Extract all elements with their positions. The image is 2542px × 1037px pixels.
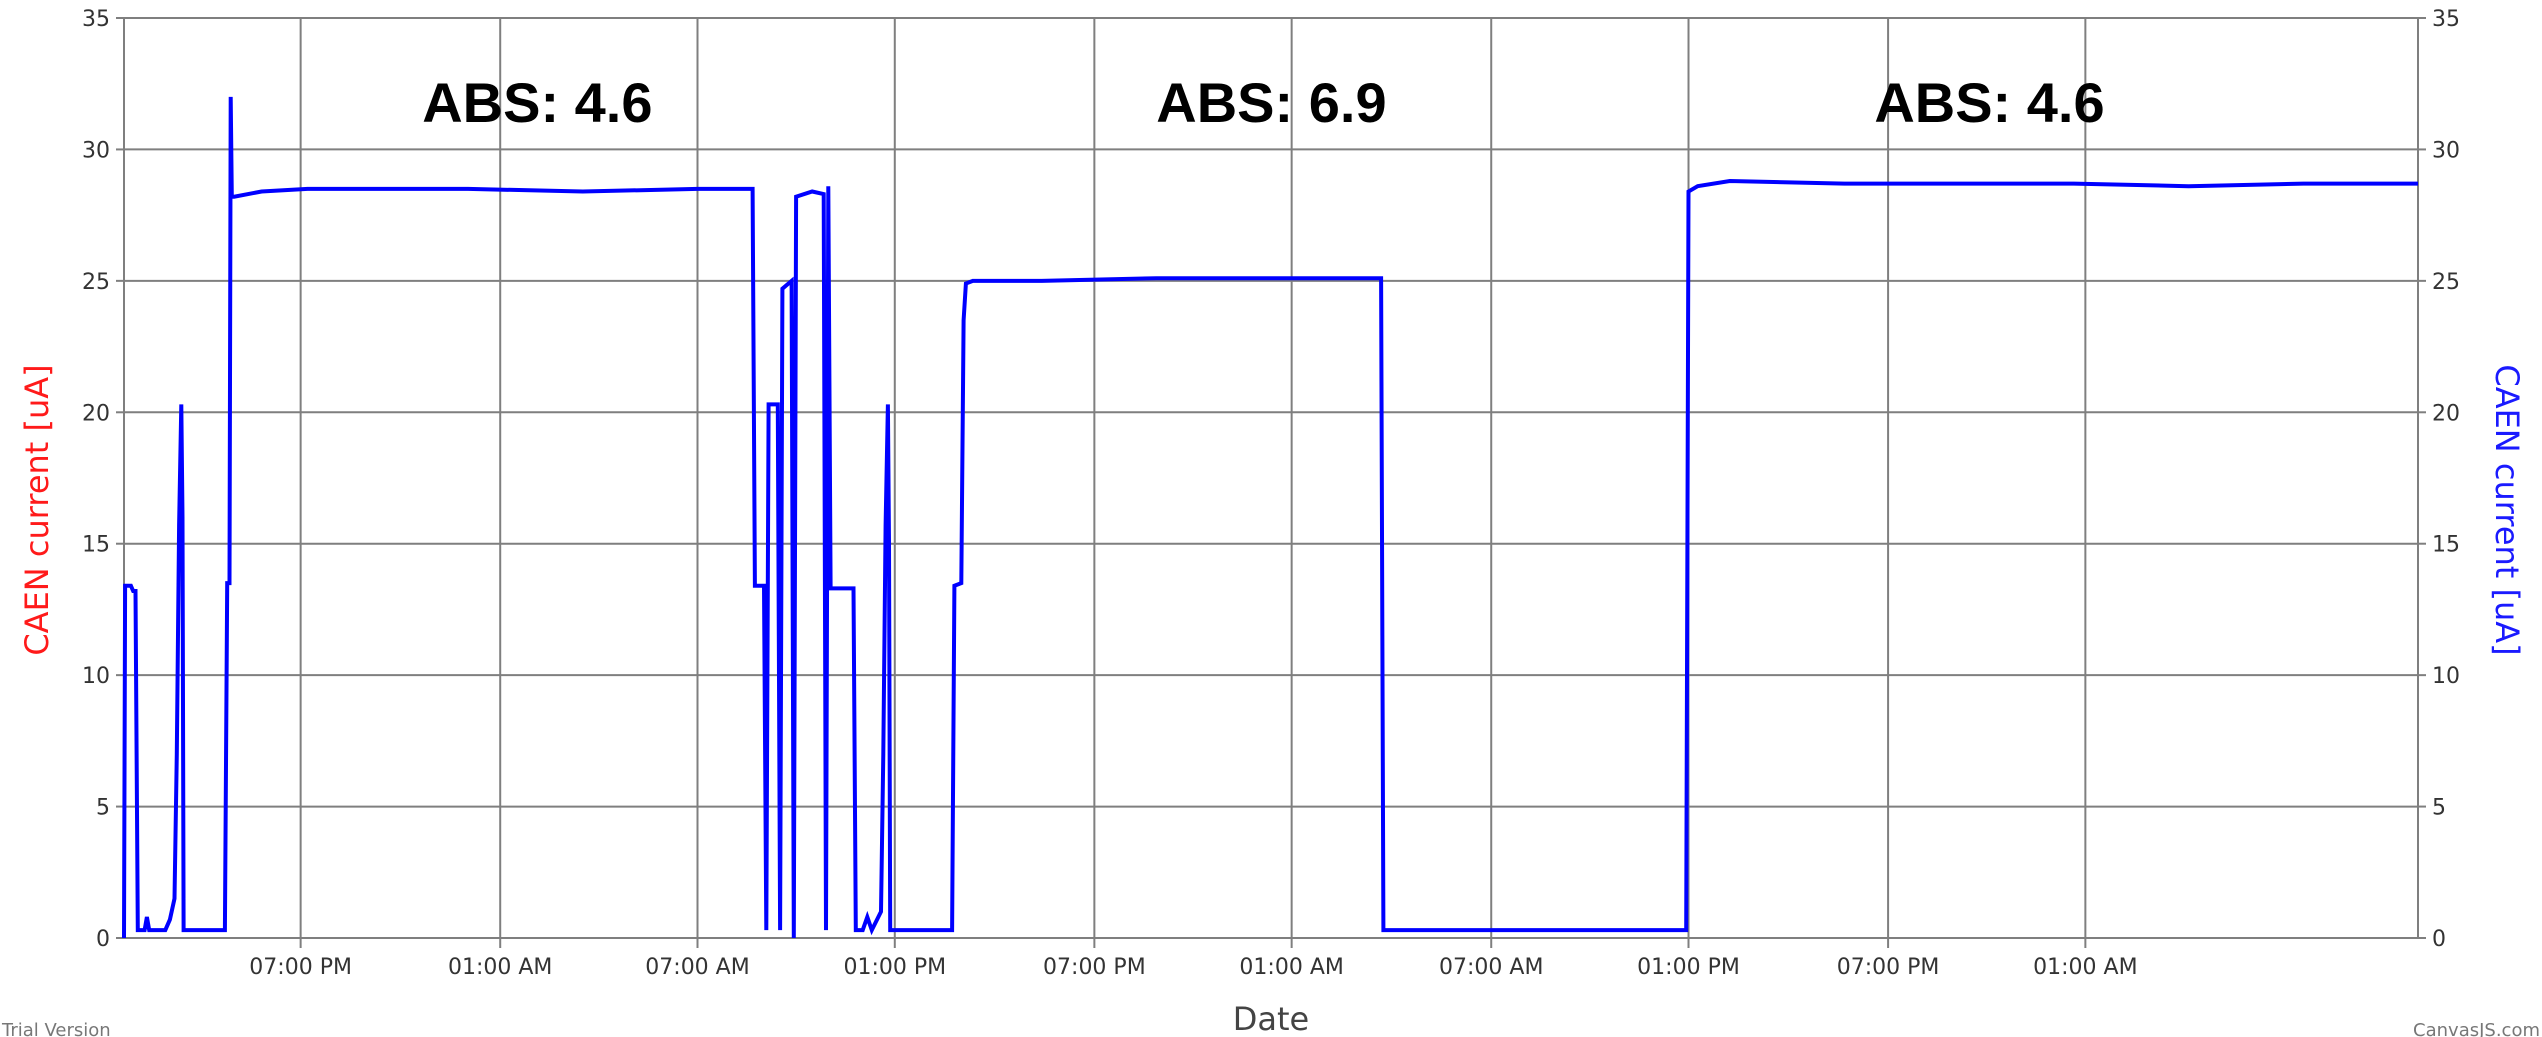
y-right-tick-label: 30 [2432, 138, 2460, 163]
x-tick-label: 07:00 PM [1043, 955, 1146, 980]
x-tick-label: 01:00 AM [448, 955, 552, 980]
y-right-tick-label: 35 [2432, 7, 2460, 32]
y-axis-left-ticks: 0 5 10 15 20 25 30 35 [82, 7, 110, 952]
y-axis-right-ticks: 0 5 10 15 20 25 30 35 [2432, 7, 2460, 952]
series-line [122, 96, 2418, 939]
x-axis-ticks: 07:00 PM 01:00 AM 07:00 AM 01:00 PM 07:00 PM… [249, 955, 2137, 980]
x-tick-label: 07:00 AM [645, 955, 749, 980]
y-left-tick-label: 0 [96, 927, 110, 952]
y-right-tick-label: 0 [2432, 927, 2446, 952]
y-left-tick-label: 30 [82, 138, 110, 163]
y-left-tick-label: 5 [96, 796, 110, 821]
abs-annotation: ABS: 4.6 [1874, 71, 2104, 134]
y-left-tick-label: 20 [82, 401, 110, 426]
abs-annotation: ABS: 4.6 [422, 71, 652, 134]
y-right-tick-label: 10 [2432, 664, 2460, 689]
x-tick-label: 01:00 AM [1239, 955, 1343, 980]
x-tick-label: 07:00 PM [249, 955, 352, 980]
abs-annotation: ABS: 6.9 [1156, 71, 1386, 134]
series-layer [122, 96, 2418, 939]
x-tick-label: 01:00 AM [2033, 955, 2137, 980]
y-left-tick-label: 35 [82, 7, 110, 32]
y-left-tick-label: 10 [82, 664, 110, 689]
y-axis-right-label: CAEN current [uA] [2488, 364, 2526, 655]
canvasjs-credit: CanvasJS.com [2413, 1020, 2540, 1037]
grid-lines [116, 17, 2426, 948]
axes [123, 18, 2419, 939]
x-tick-label: 01:00 PM [1637, 955, 1740, 980]
y-right-tick-label: 25 [2432, 270, 2460, 295]
y-left-tick-label: 25 [82, 270, 110, 295]
y-right-tick-label: 15 [2432, 533, 2460, 558]
annotations: ABS: 4.6 ABS: 6.9 ABS: 4.6 [422, 71, 2104, 134]
y-right-tick-label: 5 [2432, 796, 2446, 821]
x-tick-label: 01:00 PM [843, 955, 946, 980]
y-axis-left-label: CAEN current [uA] [18, 364, 56, 655]
y-right-tick-label: 20 [2432, 401, 2460, 426]
x-tick-label: 07:00 PM [1837, 955, 1940, 980]
x-tick-label: 07:00 AM [1439, 955, 1543, 980]
y-left-tick-label: 15 [82, 533, 110, 558]
trial-version-note: Trial Version [1, 1020, 111, 1037]
x-axis-label: Date [1233, 1000, 1309, 1037]
